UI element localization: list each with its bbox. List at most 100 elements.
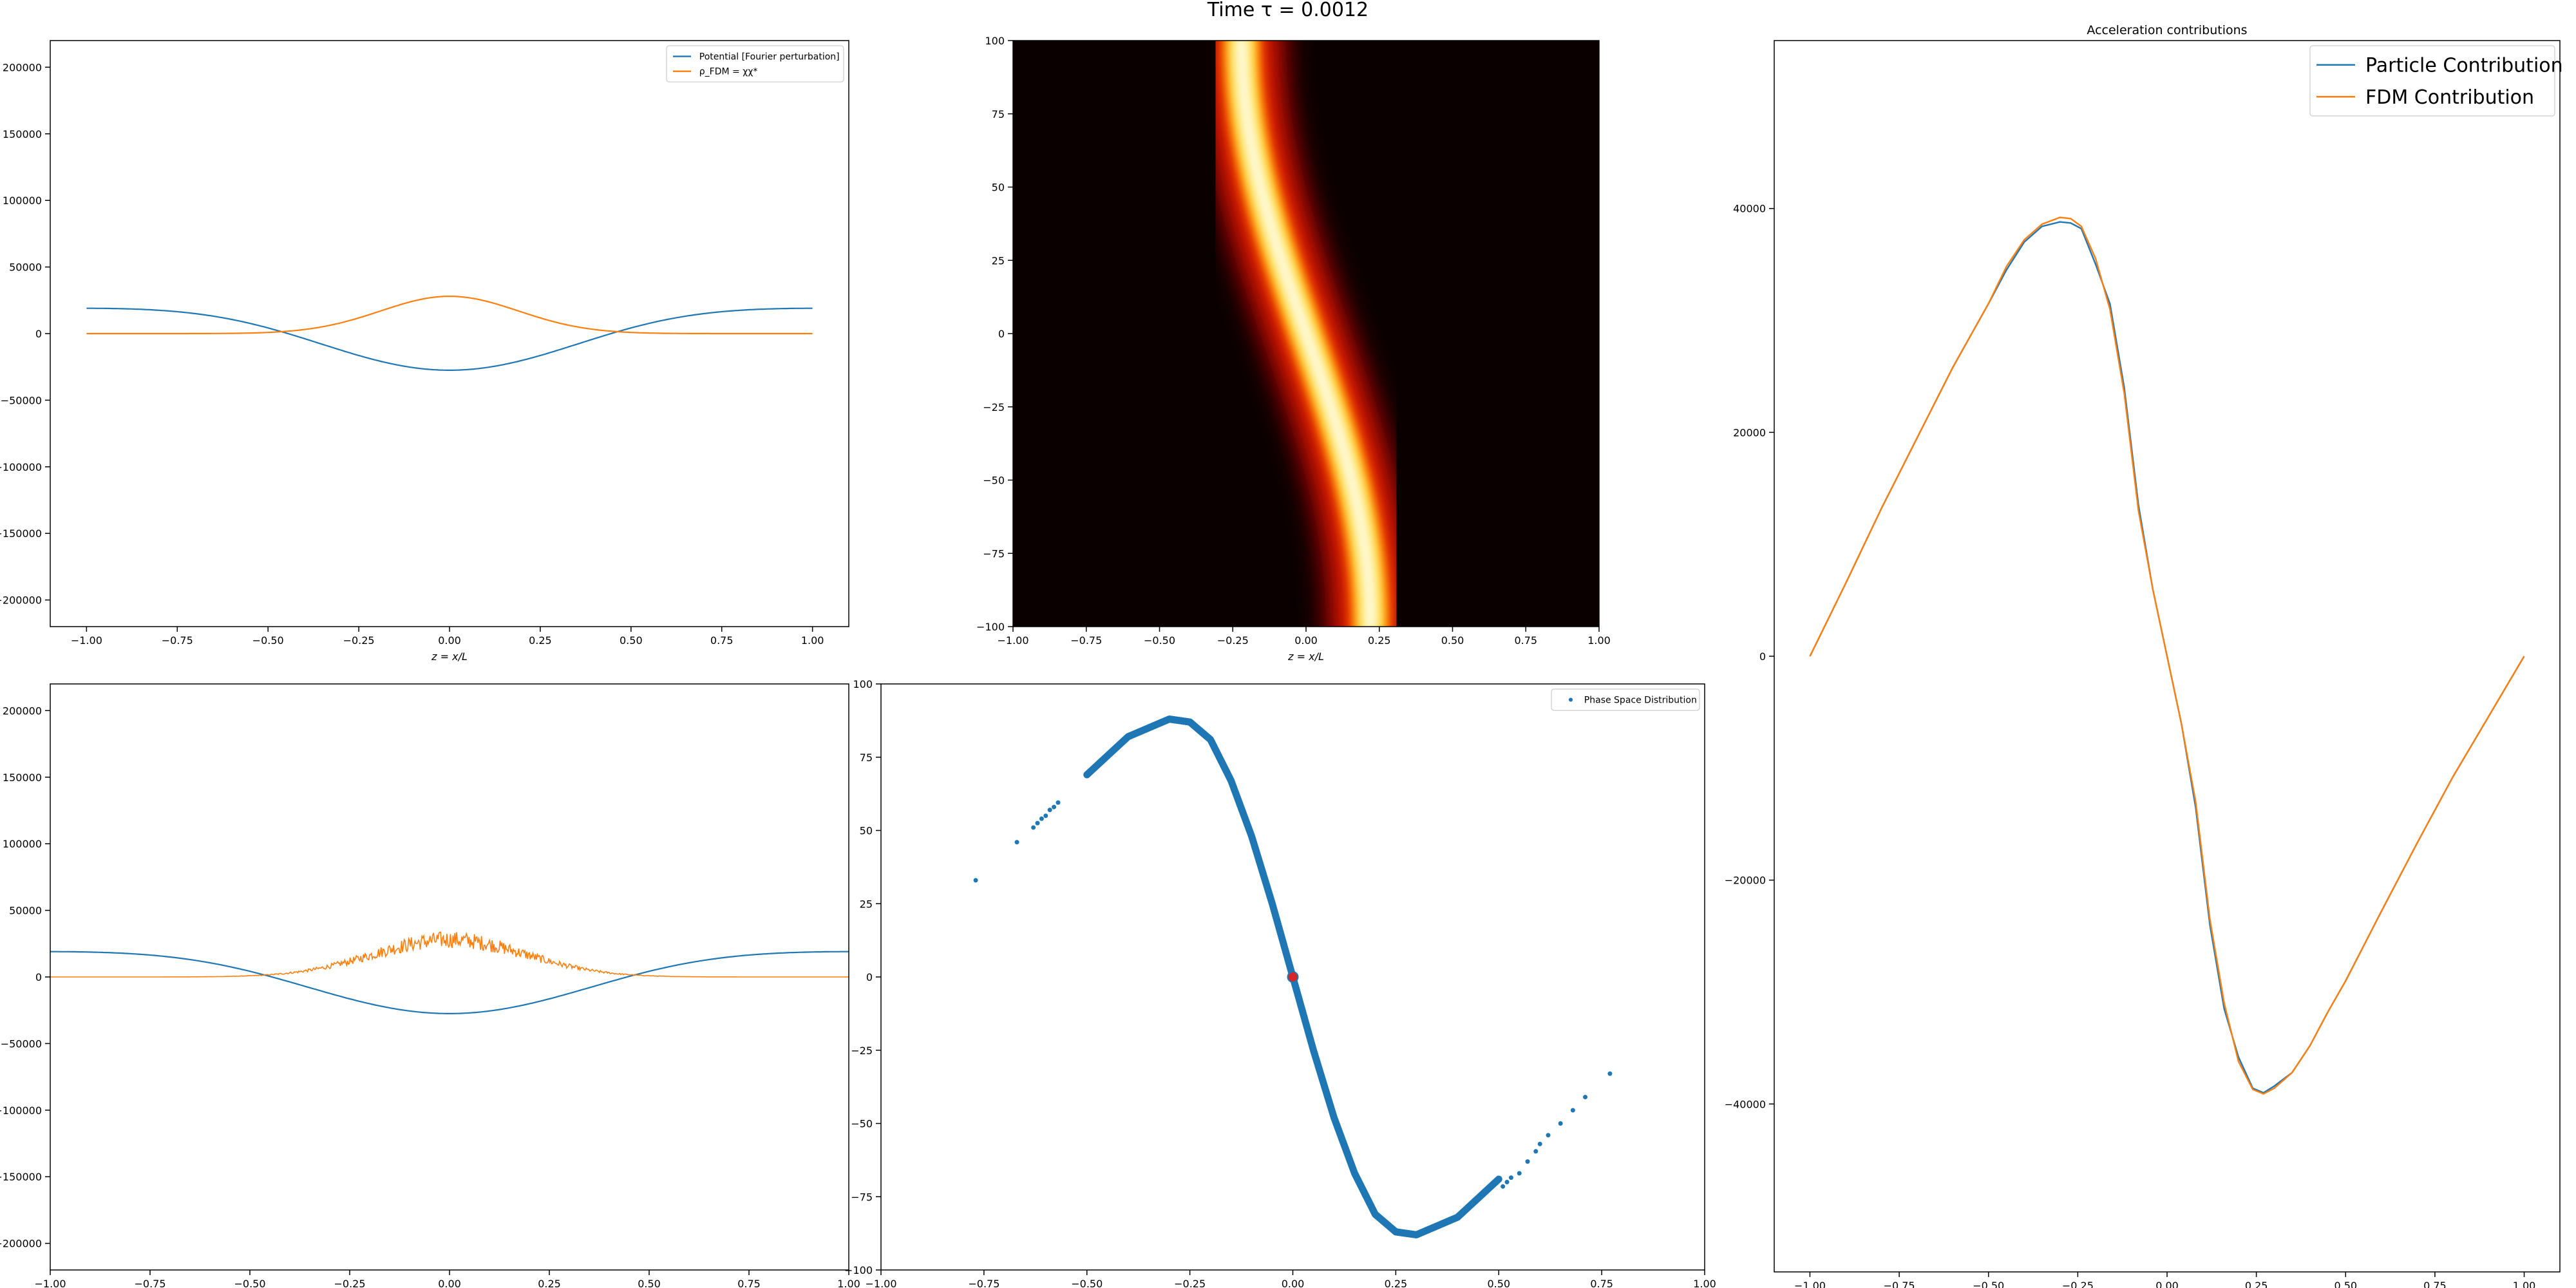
x-tick-label: −0.50 bbox=[1071, 1278, 1103, 1288]
x-axis-label: z = x/L bbox=[1287, 650, 1324, 663]
x-tick-label: 0.50 bbox=[1487, 1278, 1510, 1288]
y-tick-label: −20000 bbox=[1725, 875, 1766, 887]
x-tick-label: 0.75 bbox=[737, 1278, 761, 1288]
legend-label: Phase Space Distribution bbox=[1584, 695, 1697, 705]
axes-top-right: −1.00 −0.75 −0.50 −0.25 0.00 0.25 0.50 0.75 1.00… bbox=[1725, 23, 2563, 1288]
phase-space-point bbox=[1043, 813, 1048, 819]
x-axis-label: z = x/L bbox=[431, 650, 468, 663]
axes-title: Acceleration contributions bbox=[2087, 23, 2247, 37]
axes-top-left: −1.00 −0.75 −0.50 −0.25 0.00 0.25 0.50 0.75 1.00… bbox=[0, 40, 849, 663]
x-tick-label: 0.25 bbox=[2245, 1280, 2268, 1288]
x-tick-label: 0.50 bbox=[638, 1278, 661, 1288]
x-tick-label: 0.00 bbox=[1282, 1278, 1305, 1288]
x-tick-label: 1.00 bbox=[837, 1278, 860, 1288]
phase-space-point bbox=[1014, 840, 1019, 845]
potential-line bbox=[50, 951, 849, 1014]
y-tick-label: −75 bbox=[851, 1191, 873, 1203]
y-tick-label: −75 bbox=[983, 547, 1005, 560]
phase-space-point bbox=[1508, 1175, 1513, 1180]
x-tick-label: 0.25 bbox=[538, 1278, 561, 1288]
phase-space-point bbox=[1607, 1071, 1613, 1076]
y-tick-label: 50 bbox=[992, 182, 1005, 194]
phase-space-point bbox=[1533, 1149, 1539, 1154]
phase-space-point bbox=[1570, 1108, 1575, 1113]
phase-space-point bbox=[1583, 1095, 1588, 1100]
x-tick-label: −0.50 bbox=[1144, 634, 1175, 647]
x-tick-label: 1.00 bbox=[1587, 634, 1611, 647]
y-tick-label: −200000 bbox=[0, 594, 42, 607]
y-tick-label: 0 bbox=[35, 971, 42, 983]
y-tick-label: −100 bbox=[976, 621, 1005, 633]
axes-frame bbox=[50, 40, 849, 627]
x-tick-label: 0.75 bbox=[1590, 1278, 1613, 1288]
x-tick-label: 0.00 bbox=[2155, 1280, 2179, 1288]
x-tick-label: 0.25 bbox=[1385, 1278, 1408, 1288]
x-tick-label: −0.75 bbox=[134, 1278, 166, 1288]
x-tick-label: 0.50 bbox=[620, 634, 643, 647]
y-tick-label: −100000 bbox=[0, 1104, 42, 1117]
phase-space-point bbox=[1031, 825, 1036, 830]
phase-space-point bbox=[1537, 1141, 1542, 1146]
rho-fdm-line bbox=[86, 296, 813, 335]
x-tick-label: −1.00 bbox=[865, 1278, 896, 1288]
y-tick-label: 150000 bbox=[3, 772, 42, 784]
fdm-contribution-line bbox=[1809, 216, 2525, 1095]
phase-space-point bbox=[1039, 816, 1044, 821]
x-tick-label: 0.75 bbox=[2423, 1280, 2447, 1288]
axes-frame bbox=[880, 683, 1705, 1271]
y-tick-label: 0 bbox=[35, 328, 42, 340]
phase-space-point bbox=[1546, 1133, 1551, 1138]
x-tick-label: −0.50 bbox=[252, 634, 284, 647]
y-tick-label: 200000 bbox=[3, 705, 42, 717]
x-tick-label: 0.25 bbox=[529, 634, 552, 647]
x-tick-label: 0.75 bbox=[1514, 634, 1537, 647]
x-tick-label: 0.00 bbox=[1294, 634, 1318, 647]
y-tick-label: 75 bbox=[992, 108, 1005, 120]
y-tick-label: 20000 bbox=[1733, 426, 1766, 439]
y-tick-label: 40000 bbox=[1733, 203, 1766, 215]
y-tick-label: −150000 bbox=[0, 1171, 42, 1183]
phase-space-point bbox=[1501, 1184, 1506, 1189]
y-tick-label: −100 bbox=[844, 1264, 873, 1276]
phase-space-point bbox=[1052, 804, 1057, 810]
x-tick-label: 0.50 bbox=[1441, 634, 1464, 647]
y-tick-label: −25 bbox=[851, 1045, 873, 1057]
legend-box bbox=[2309, 45, 2555, 117]
axes-frame bbox=[1012, 40, 1600, 627]
legend-box bbox=[666, 45, 844, 82]
y-tick-label: 100 bbox=[985, 35, 1005, 47]
axes-frame bbox=[50, 683, 849, 1271]
y-tick-label: 200000 bbox=[3, 61, 42, 73]
y-tick-label: 75 bbox=[860, 752, 873, 764]
y-tick-label: −150000 bbox=[0, 527, 42, 540]
x-tick-label: −1.00 bbox=[1794, 1280, 1826, 1288]
y-tick-label: −50 bbox=[983, 475, 1005, 487]
x-tick-label: −0.75 bbox=[968, 1278, 999, 1288]
x-tick-label: 1.00 bbox=[2513, 1280, 2536, 1288]
x-tick-label: −0.50 bbox=[234, 1278, 265, 1288]
y-tick-label: −25 bbox=[983, 401, 1005, 413]
y-tick-label: 100000 bbox=[3, 838, 42, 850]
x-tick-label: −0.25 bbox=[1217, 634, 1249, 647]
y-tick-label: 100000 bbox=[3, 194, 42, 207]
y-tick-label: −200000 bbox=[0, 1238, 42, 1250]
x-tick-label: −0.50 bbox=[1973, 1280, 2004, 1288]
y-tick-label: 0 bbox=[998, 328, 1005, 340]
axes-top-middle: −1.00 −0.75 −0.50 −0.25 0.00 0.25 0.50 0.75 1.00… bbox=[976, 35, 1611, 663]
rho-particles-line bbox=[50, 931, 849, 978]
axes-frame bbox=[1774, 40, 2561, 1273]
y-tick-label: 0 bbox=[1759, 650, 1766, 663]
y-tick-label: 50 bbox=[860, 825, 873, 837]
highlight-point bbox=[1287, 971, 1299, 983]
phase-space-point bbox=[1495, 1175, 1502, 1183]
y-tick-label: 50000 bbox=[9, 261, 42, 274]
x-tick-label: −0.75 bbox=[1884, 1280, 1915, 1288]
x-tick-label: −0.25 bbox=[334, 1278, 365, 1288]
phase-space-point bbox=[1558, 1121, 1563, 1126]
y-tick-label: 50000 bbox=[9, 905, 42, 917]
phase-space-point bbox=[1525, 1159, 1530, 1164]
x-tick-label: −0.25 bbox=[343, 634, 375, 647]
y-tick-label: 150000 bbox=[3, 128, 42, 140]
x-tick-label: −1.00 bbox=[34, 1278, 66, 1288]
x-tick-label: −0.75 bbox=[1070, 634, 1102, 647]
